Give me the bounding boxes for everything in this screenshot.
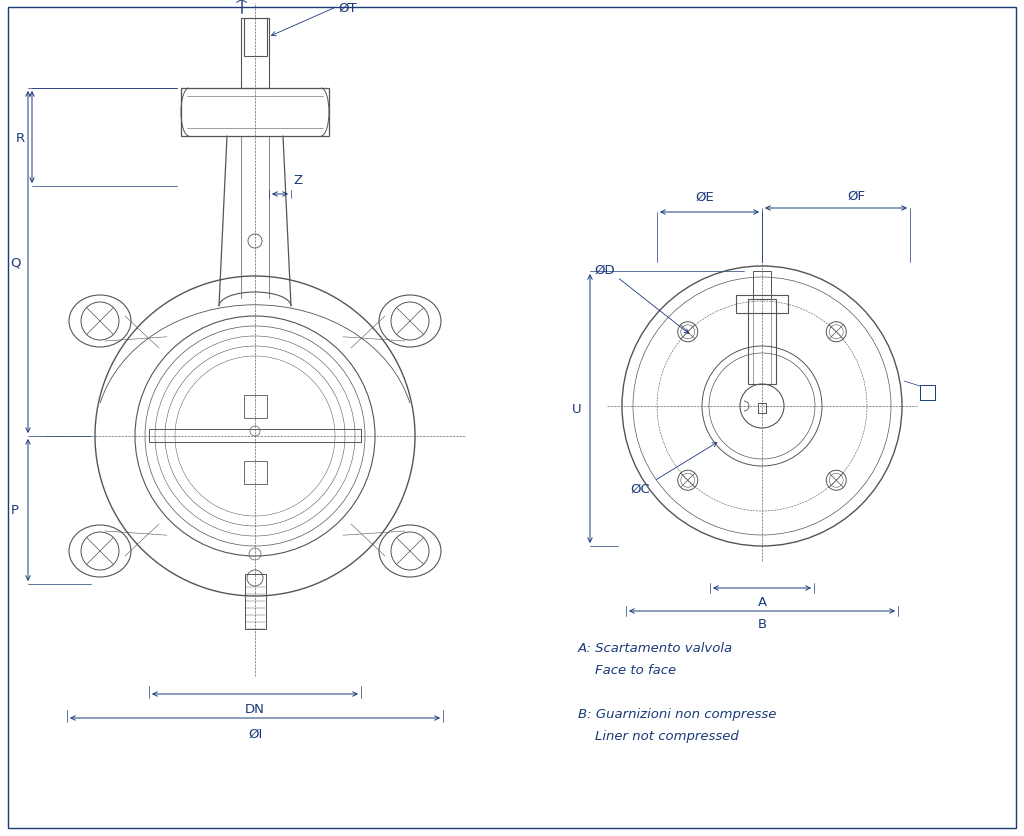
Text: A: A	[758, 594, 767, 608]
Text: Face to face: Face to face	[578, 664, 676, 676]
Text: ØD: ØD	[595, 263, 615, 276]
Text: ØF: ØF	[847, 189, 865, 202]
Text: Q: Q	[10, 256, 20, 269]
Bar	[748, 299, 776, 385]
Bar	[244, 395, 267, 419]
Bar	[244, 461, 267, 484]
Text: B: B	[758, 618, 767, 630]
Text: G: G	[923, 387, 932, 400]
Bar	[245, 574, 266, 630]
Bar	[736, 296, 788, 314]
Text: Z: Z	[294, 174, 302, 187]
Bar	[150, 430, 361, 442]
Bar	[181, 89, 329, 137]
Text: P: P	[11, 504, 19, 517]
Bar	[758, 404, 766, 414]
Text: B: Guarnizioni non compresse: B: Guarnizioni non compresse	[578, 707, 776, 721]
Bar	[241, 19, 269, 89]
Text: ØI: ØI	[248, 726, 262, 740]
Text: ØC: ØC	[630, 482, 650, 495]
Text: Liner not compressed: Liner not compressed	[578, 730, 738, 742]
Bar	[244, 19, 267, 57]
Text: A: Scartamento valvola: A: Scartamento valvola	[578, 642, 733, 655]
Bar	[753, 272, 771, 299]
Text: U: U	[572, 402, 582, 415]
Text: ØT: ØT	[338, 2, 356, 14]
Bar	[920, 385, 935, 400]
Text: ØE: ØE	[695, 191, 714, 203]
Text: R: R	[15, 131, 25, 145]
Text: DN: DN	[245, 703, 265, 716]
